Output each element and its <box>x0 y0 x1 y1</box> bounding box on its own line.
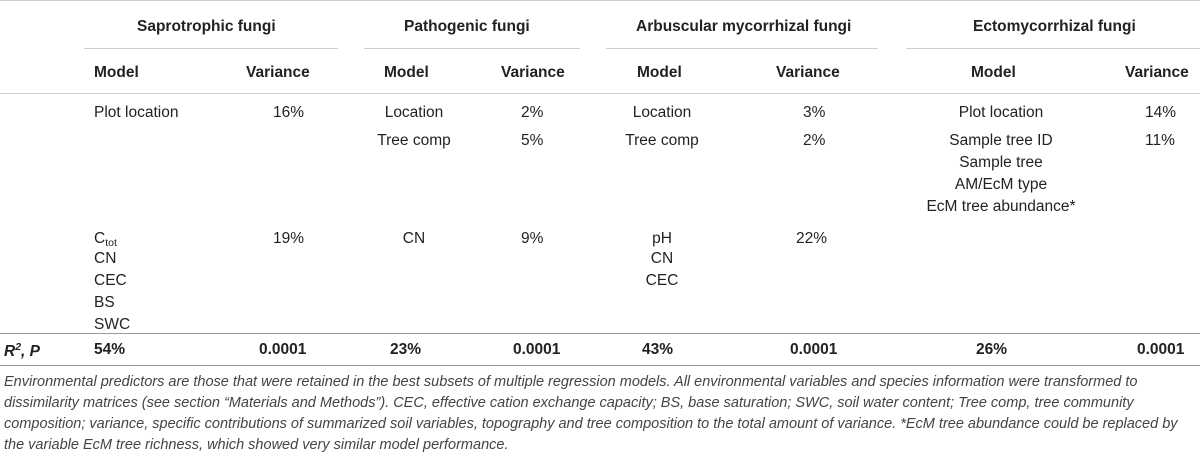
path-model-tree-comp: Tree comp <box>377 132 451 149</box>
sap-variance-header: Variance <box>246 64 310 81</box>
ecm-model-am-ecm-type: AM/EcM type <box>954 176 1048 193</box>
sap-model-header: Model <box>94 64 139 81</box>
am-variance-header: Variance <box>776 64 840 81</box>
group-header-arbuscular: Arbuscular mycorrhizal fungi <box>636 18 852 35</box>
path-variance-location: 2% <box>521 104 544 121</box>
am-model-header: Model <box>637 64 682 81</box>
summary-label: R2, P <box>4 341 40 360</box>
path-model-header: Model <box>384 64 429 81</box>
sap-model-swc: SWC <box>94 316 131 333</box>
sap-model-cn: CN <box>94 250 117 267</box>
am-variance-soil: 22% <box>796 230 828 247</box>
group-rule-arbuscular <box>606 48 878 49</box>
path-p-value: 0.0001 <box>513 341 561 358</box>
sap-p-value: 0.0001 <box>259 341 307 358</box>
sap-model-cec: CEC <box>94 272 127 289</box>
am-model-location: Location <box>632 104 692 121</box>
am-model-cn: CN <box>650 250 674 267</box>
group-rule-pathogenic <box>364 48 580 49</box>
am-r2-value: 43% <box>642 341 674 358</box>
group-rule-ectomycorrhizal <box>906 48 1200 49</box>
am-variance-tree-comp: 2% <box>803 132 826 149</box>
path-model-location: Location <box>384 104 444 121</box>
group-header-saprotrophic: Saprotrophic fungi <box>137 18 276 35</box>
table-footnote: Environmental predictors are those that … <box>4 374 1178 453</box>
ecm-variance-header: Variance <box>1125 64 1189 81</box>
summary-top-rule <box>0 333 1200 334</box>
am-model-tree-comp: Tree comp <box>625 132 699 149</box>
group-header-pathogenic: Pathogenic fungi <box>404 18 530 35</box>
table-top-rule <box>0 0 1200 1</box>
am-variance-location: 3% <box>803 104 826 121</box>
ecm-p-value: 0.0001 <box>1137 341 1185 358</box>
path-variance-soil: 9% <box>521 230 544 247</box>
path-variance-tree-comp: 5% <box>521 132 544 149</box>
summary-bottom-rule <box>0 365 1200 366</box>
path-variance-header: Variance <box>501 64 565 81</box>
group-header-ectomycorrhizal: Ectomycorrhizal fungi <box>973 18 1136 35</box>
header-bottom-rule <box>0 93 1200 94</box>
path-model-cn: CN <box>402 230 426 247</box>
ecm-model-header: Model <box>971 64 1016 81</box>
sap-model-bs: BS <box>94 294 115 311</box>
sap-model-ctot: Ctot <box>94 230 117 249</box>
ecm-model-ecm-tree-abundance: EcM tree abundance* <box>926 198 1076 215</box>
ecm-model-sample-tree: Sample tree <box>959 154 1043 171</box>
ecm-r2-value: 26% <box>976 341 1008 358</box>
am-model-ph: pH <box>652 230 672 247</box>
sap-variance-soil: 19% <box>273 230 305 247</box>
group-rule-saprotrophic <box>84 48 338 49</box>
ecm-variance-plot-location: 14% <box>1145 104 1177 121</box>
am-p-value: 0.0001 <box>790 341 838 358</box>
sap-model-plot-location: Plot location <box>94 104 179 121</box>
sap-variance-plot-location: 16% <box>273 104 305 121</box>
am-model-cec: CEC <box>645 272 679 289</box>
ecm-model-sample-tree-id: Sample tree ID <box>949 132 1053 149</box>
sap-r2-value: 54% <box>94 341 126 358</box>
ecm-variance-sample-tree-id: 11% <box>1145 132 1175 149</box>
path-r2-value: 23% <box>390 341 422 358</box>
ecm-model-plot-location: Plot location <box>958 104 1044 121</box>
